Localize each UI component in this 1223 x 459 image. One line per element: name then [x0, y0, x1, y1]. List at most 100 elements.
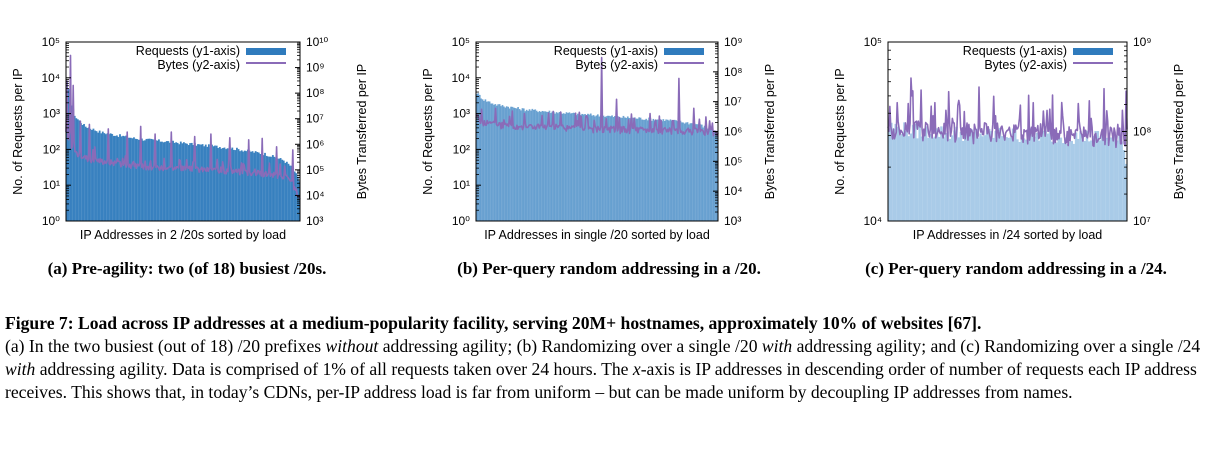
requests-bar — [937, 136, 941, 221]
requests-bar — [552, 111, 555, 221]
requests-bar — [175, 142, 178, 221]
requests-bar — [76, 119, 79, 221]
caption-fragment: (a) In the two busiest (out of 18) /20 p… — [5, 336, 326, 356]
requests-bar — [604, 116, 606, 221]
requests-bar — [531, 108, 534, 221]
requests-bar — [698, 124, 700, 221]
y2-tick-label: 10⁸ — [724, 65, 742, 79]
requests-bar — [621, 117, 623, 221]
requests-bar — [558, 111, 561, 221]
requests-bar — [133, 137, 135, 221]
caption-fragment: addressing agility; (b) Randomizing over… — [378, 336, 762, 356]
requests-bar — [987, 128, 991, 221]
requests-bar — [97, 132, 100, 221]
requests-bar — [237, 149, 240, 221]
requests-bar — [515, 108, 518, 221]
requests-bar — [567, 113, 569, 221]
requests-bar — [598, 116, 601, 221]
requests-bar — [554, 113, 557, 221]
requests-bar — [204, 144, 207, 221]
y2-tick-label: 10⁵ — [306, 163, 324, 177]
requests-bar — [708, 129, 710, 221]
requests-bar — [161, 141, 164, 221]
requests-bar — [678, 122, 680, 221]
requests-bar — [977, 137, 980, 221]
requests-bar — [626, 116, 629, 221]
requests-bar — [572, 112, 575, 221]
requests-bar — [624, 117, 626, 221]
requests-bar — [253, 152, 256, 221]
caption-fragment: without — [325, 336, 379, 356]
requests-bar — [218, 147, 221, 221]
requests-bar — [690, 123, 693, 221]
requests-bar — [131, 138, 134, 221]
requests-bar — [1055, 142, 1058, 221]
legend-label: Bytes (y2-axis) — [575, 58, 658, 72]
y2-tick-label: 10⁷ — [1133, 214, 1151, 228]
requests-bar — [1085, 130, 1089, 221]
y1-tick-label: 10¹ — [453, 178, 470, 192]
requests-bar — [1048, 130, 1052, 221]
requests-bar — [232, 149, 235, 221]
requests-bar — [606, 115, 609, 221]
requests-bar — [639, 117, 642, 221]
requests-bar — [296, 176, 299, 221]
requests-bar — [619, 117, 622, 221]
requests-bar — [964, 132, 967, 221]
requests-bar — [103, 133, 106, 221]
caption-fragment: with — [761, 336, 793, 356]
y2-axis-label: Bytes Transferred per IP — [763, 64, 777, 199]
requests-bar — [217, 148, 220, 221]
requests-bar — [154, 140, 157, 221]
requests-bar — [156, 140, 159, 221]
requests-bar — [257, 152, 260, 221]
requests-bar — [951, 135, 954, 221]
requests-bar — [994, 130, 997, 221]
requests-bar — [557, 113, 559, 221]
requests-bar — [703, 125, 706, 221]
requests-bar — [81, 125, 84, 221]
legend-label: Bytes (y2-axis) — [157, 58, 240, 72]
requests-bar — [927, 137, 930, 221]
requests-bar — [271, 155, 274, 221]
requests-bar — [98, 130, 101, 221]
y2-tick-label: 10⁸ — [1133, 125, 1151, 139]
requests-bar — [559, 112, 562, 221]
requests-bar — [478, 94, 481, 221]
requests-bar — [1081, 139, 1084, 221]
requests-bar — [1103, 136, 1106, 221]
requests-bar — [581, 113, 584, 221]
requests-bar — [1077, 138, 1080, 221]
requests-bar — [702, 127, 705, 221]
requests-bar — [290, 165, 293, 221]
requests-bar — [608, 115, 611, 221]
requests-bar — [648, 117, 650, 221]
requests-bar — [537, 112, 539, 221]
requests-bar — [544, 111, 547, 221]
requests-bar — [1027, 135, 1030, 221]
y1-tick-label: 10¹ — [43, 178, 60, 192]
legend-swatch-requests — [664, 48, 704, 55]
y2-tick-label: 10⁷ — [306, 112, 324, 126]
requests-bar — [1029, 128, 1032, 221]
requests-bar — [246, 149, 249, 221]
requests-bar — [112, 135, 115, 221]
requests-bar — [662, 119, 665, 221]
x-axis-label: IP Addresses in 2 /20s sorted by load — [80, 228, 286, 242]
requests-bar — [167, 141, 170, 221]
requests-bar — [201, 144, 204, 221]
requests-bar — [688, 124, 690, 221]
requests-bar — [136, 139, 139, 221]
requests-bar — [144, 140, 146, 221]
requests-bar — [72, 108, 75, 221]
chart-panel-c: 10⁴ 10⁵ 10⁷ 10⁸ 10⁹ IP Addresses in /24 sorte… — [833, 35, 1186, 242]
legend: Requests (y1-axis)Bytes (y2-axis) — [963, 44, 1113, 72]
requests-bar — [1087, 141, 1091, 221]
requests-bar — [197, 144, 199, 221]
requests-bar — [494, 104, 497, 221]
requests-bar — [128, 137, 131, 221]
requests-bar — [285, 161, 288, 221]
requests-bar — [69, 100, 71, 221]
requests-bar — [487, 101, 490, 221]
requests-bar — [961, 140, 965, 221]
